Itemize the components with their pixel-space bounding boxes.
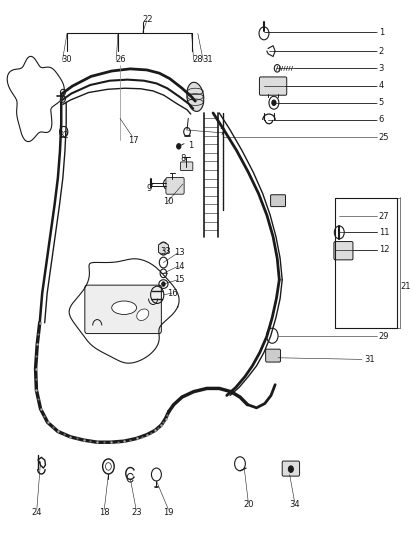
Text: 1: 1 xyxy=(377,28,383,37)
Ellipse shape xyxy=(186,82,203,111)
Polygon shape xyxy=(158,242,168,255)
FancyBboxPatch shape xyxy=(270,195,285,207)
Text: 15: 15 xyxy=(173,275,184,284)
Circle shape xyxy=(161,282,165,286)
Text: 1: 1 xyxy=(188,141,193,150)
Text: 10: 10 xyxy=(163,197,173,206)
Text: 31: 31 xyxy=(202,55,212,63)
Text: 19: 19 xyxy=(163,508,173,516)
FancyBboxPatch shape xyxy=(85,285,161,334)
Ellipse shape xyxy=(112,301,136,314)
Text: 8: 8 xyxy=(180,154,185,163)
Text: 23: 23 xyxy=(131,508,141,516)
Text: 25: 25 xyxy=(377,133,388,141)
Text: 24: 24 xyxy=(32,508,42,516)
Text: 4: 4 xyxy=(377,81,383,90)
Circle shape xyxy=(288,466,293,472)
Text: 20: 20 xyxy=(243,500,253,509)
Text: 18: 18 xyxy=(99,508,110,516)
Ellipse shape xyxy=(136,309,148,321)
Text: 27: 27 xyxy=(377,212,388,221)
Text: 12: 12 xyxy=(377,245,388,254)
Text: 2: 2 xyxy=(377,47,383,55)
Text: 31: 31 xyxy=(363,355,374,364)
FancyBboxPatch shape xyxy=(259,77,286,95)
Text: 32: 32 xyxy=(58,131,69,140)
Text: 33: 33 xyxy=(160,247,171,256)
FancyBboxPatch shape xyxy=(333,242,352,260)
FancyBboxPatch shape xyxy=(180,162,192,171)
Text: 29: 29 xyxy=(377,332,388,341)
Text: 14: 14 xyxy=(173,262,184,271)
Text: 17: 17 xyxy=(128,137,138,145)
Text: 26: 26 xyxy=(115,55,126,63)
Text: 28: 28 xyxy=(192,55,202,63)
FancyBboxPatch shape xyxy=(166,178,184,194)
Text: 34: 34 xyxy=(289,500,299,509)
Text: 5: 5 xyxy=(377,98,383,107)
Text: 7: 7 xyxy=(219,129,224,137)
Text: 13: 13 xyxy=(173,249,184,257)
FancyBboxPatch shape xyxy=(282,461,299,476)
Text: 22: 22 xyxy=(142,15,153,24)
Text: 6: 6 xyxy=(377,116,383,124)
Text: 16: 16 xyxy=(167,289,178,298)
Circle shape xyxy=(176,144,180,149)
Text: 11: 11 xyxy=(377,228,388,237)
Circle shape xyxy=(271,100,275,105)
Text: 3: 3 xyxy=(377,64,383,73)
Text: 9: 9 xyxy=(147,184,152,193)
Text: 30: 30 xyxy=(61,55,72,63)
Text: 21: 21 xyxy=(399,282,410,291)
FancyBboxPatch shape xyxy=(265,349,280,362)
